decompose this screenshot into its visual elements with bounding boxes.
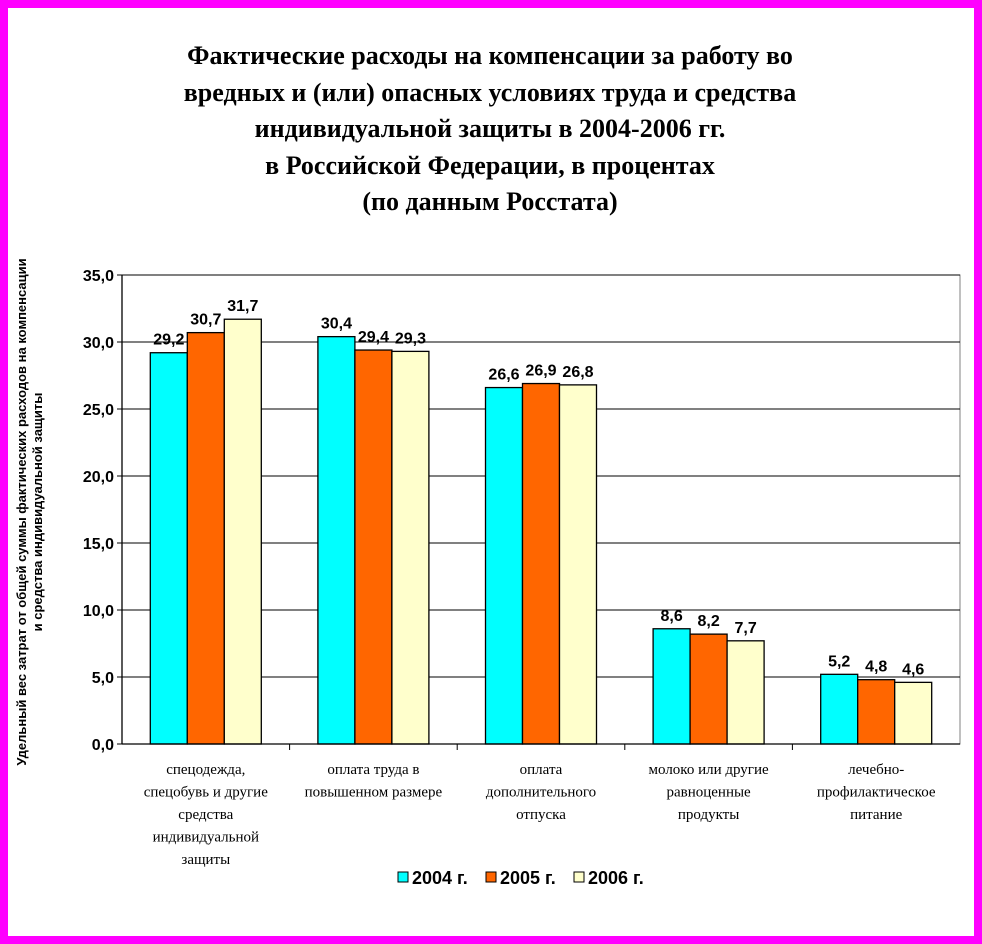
bar: [558, 384, 598, 745]
x-tick-label-line: оплата: [520, 762, 563, 778]
legend-label: 2006 г.: [588, 868, 644, 888]
y-tick-label: 35,0: [83, 268, 114, 285]
bar: [186, 331, 225, 745]
y-tick-label: 15,0: [83, 536, 114, 553]
bar: [857, 679, 896, 745]
bar: [391, 350, 430, 745]
data-label: 29,4: [358, 329, 389, 346]
x-tick-label: лечебно-профилактическое питание: [817, 762, 936, 823]
bar: [689, 633, 728, 745]
y-tick-label: 30,0: [83, 335, 114, 352]
y-tick-label: 10,0: [83, 603, 114, 620]
data-label: 5,2: [828, 653, 850, 670]
bar: [317, 335, 356, 745]
x-tick-label-line: оплата труда в: [327, 762, 419, 778]
bar: [726, 640, 765, 745]
data-label: 30,7: [190, 312, 221, 329]
x-tick-label-line: спецодежда,: [166, 762, 245, 778]
x-tick-label: спецодежда, спецобувь и другие средства инд…: [144, 762, 268, 868]
x-tick-label-line: спецобувь и другие: [144, 785, 268, 801]
data-label: 4,8: [865, 659, 887, 676]
x-tick-label-line: повышенном размере: [305, 785, 443, 801]
data-label: 8,6: [660, 608, 682, 625]
x-tick-label-line: продукты: [678, 807, 739, 823]
axes-group: 0,0 5,0 10,0 15,0 20,0 25,0 30,0 35,0 спецодежда…: [14, 258, 960, 868]
legend-swatch: [573, 871, 585, 883]
y-axis-label-line: Удельный вес затрат от общей суммы факти…: [14, 258, 29, 765]
x-tick-label: молоко или другие равноценные продукты: [649, 762, 769, 823]
bar: [652, 628, 691, 745]
bar: [521, 382, 561, 745]
data-label: 7,7: [734, 620, 756, 637]
bar: [223, 318, 262, 745]
bar: [354, 349, 393, 745]
data-labels-group: 29,2 30,7 31,7 30,4 29,4 29,3 26,6 26,9 26,8 8,6 8…: [153, 298, 924, 678]
y-tick-label: 5,0: [92, 670, 114, 687]
bar: [149, 352, 188, 745]
data-label: 30,4: [321, 316, 352, 333]
data-label: 26,8: [562, 364, 593, 381]
chart-title-line: вредных и (или) опасных условиях труда и…: [183, 77, 797, 107]
bars-group: [149, 318, 933, 745]
bar: [894, 681, 933, 745]
x-tick-label-line: лечебно-: [848, 762, 904, 778]
x-tick-label-line: молоко или другие: [649, 762, 769, 778]
x-tick-label-line: дополнительного: [486, 785, 596, 801]
y-tick-label: 25,0: [83, 402, 114, 419]
data-label: 31,7: [227, 298, 258, 315]
chart-title: Фактические расходы на компенсации за ра…: [80, 38, 900, 221]
y-axis-label-line: и средства индивидуальной защиты: [30, 393, 45, 632]
x-tick-label-line: защиты: [181, 852, 230, 868]
x-tick-label-line: профилактическое: [817, 785, 936, 801]
x-tick-label-line: питание: [850, 807, 903, 823]
bar: [484, 386, 524, 745]
x-tick-label-line: индивидуальной: [153, 830, 259, 846]
legend-swatch: [485, 871, 497, 883]
y-tick-label: 0,0: [92, 737, 114, 754]
legend-swatch: [397, 871, 409, 883]
chart-title-line: (по данным Росстата): [362, 187, 618, 216]
data-label: 4,6: [902, 661, 924, 678]
legend-label: 2004 г.: [412, 868, 468, 888]
y-tick-label: 20,0: [83, 469, 114, 486]
y-axis-label: Удельный вес затрат от общей суммы факти…: [14, 258, 45, 765]
x-tick-label-line: средства: [178, 807, 233, 823]
x-tick-label-line: отпуска: [516, 807, 566, 823]
legend-label: 2005 г.: [500, 868, 556, 888]
data-label: 29,2: [153, 332, 184, 349]
chart-title-line: индивидуальной защиты в 2004-2006 гг.: [254, 114, 726, 143]
data-label: 29,3: [395, 330, 426, 347]
data-label: 8,2: [697, 613, 719, 630]
bar: [820, 673, 859, 745]
x-tick-label: оплата дополнительного отпуска: [486, 762, 596, 823]
chart-title-line: в Российской Федерации, в процентах: [265, 150, 715, 180]
data-label: 26,9: [525, 363, 556, 380]
chart-title-line: Фактические расходы на компенсации за ра…: [187, 41, 793, 70]
data-label: 26,6: [488, 367, 519, 384]
x-tick-label: оплата труда в повышенном размере: [305, 762, 443, 801]
x-tick-label-line: равноценные: [666, 785, 751, 801]
legend: 2004 г. 2005 г. 2006 г.: [397, 868, 644, 888]
